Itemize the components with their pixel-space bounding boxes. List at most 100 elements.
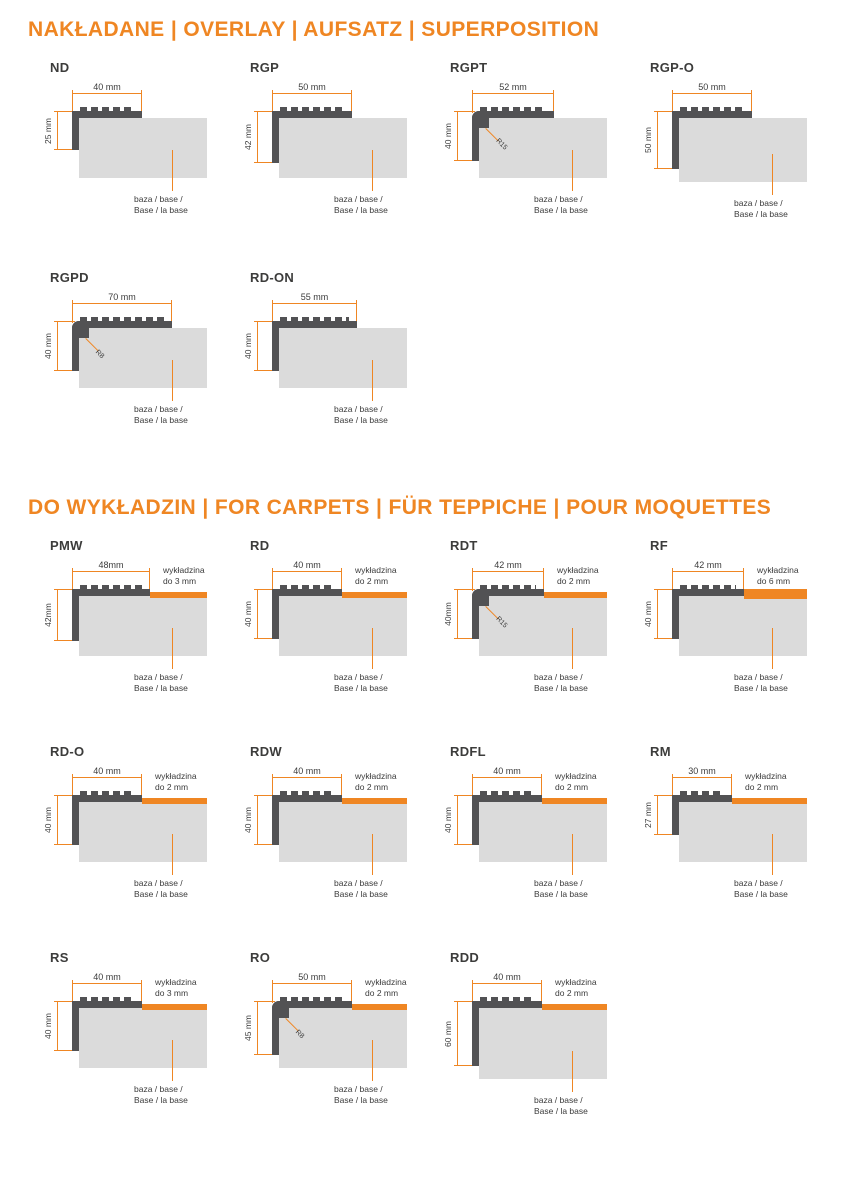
anti-slip-ribs	[480, 585, 536, 589]
width-dimension-line: 52 mm	[472, 82, 554, 113]
carpet-strip	[544, 592, 607, 598]
dimension-tick	[254, 844, 275, 845]
base-note: baza / base / Base / la base	[734, 878, 788, 900]
profile-card: RDT 42 mm 40mm R15 wykładzin	[428, 536, 628, 742]
profile-card: RM 30 mm 27 mm wykładzina d	[628, 742, 828, 948]
base-note: baza / base / Base / la base	[134, 194, 188, 216]
height-dimension-line: 40mm	[443, 589, 475, 639]
height-dimension-label: 40 mm	[43, 333, 53, 359]
height-dimension-label: 40 mm	[643, 601, 653, 627]
profile-vertical-arm	[472, 589, 489, 639]
section-carpets: DO WYKŁADZIN | FOR CARPETS | FÜR TEPPICH…	[28, 496, 838, 1165]
carpet-note: wykładzina do 6 mm	[757, 565, 799, 587]
base-leader-line	[572, 628, 573, 669]
base-leader-line	[172, 628, 173, 669]
dimension-tick	[654, 638, 675, 639]
dimension-tick	[672, 568, 673, 591]
dimension-tick	[149, 568, 150, 591]
profile-card: RF 42 mm 40 mm wykładzina d	[628, 536, 828, 742]
carpet-strip	[542, 1004, 607, 1010]
dimension-tick	[272, 568, 273, 591]
dimension-tick	[171, 300, 172, 323]
height-dimension-label: 40 mm	[243, 601, 253, 627]
width-dimension-label: 42 mm	[694, 560, 722, 570]
profile-top-arm	[472, 107, 554, 118]
dimension-tick	[54, 640, 75, 641]
profile-vertical-arm	[272, 111, 279, 163]
profile-vertical-arm	[272, 589, 279, 639]
anti-slip-ribs	[680, 585, 736, 589]
base-block	[79, 596, 207, 656]
profile-diagram: 50 mm 45 mm R8 wykładzina do 2 mm b	[242, 969, 434, 1144]
width-dimension-label: 40 mm	[293, 560, 321, 570]
profile-name: RGPD	[50, 270, 89, 285]
width-dimension-line: 30 mm	[672, 766, 732, 797]
width-dimension-line: 50 mm	[272, 82, 352, 113]
profile-diagram: 48mm 42mm wykładzina do 3 mm baza	[42, 557, 234, 732]
profile-vertical-arm	[72, 795, 79, 845]
height-dimension-label: 60 mm	[443, 1020, 453, 1047]
base-block	[79, 1008, 207, 1068]
profile-card: RGP 50 mm 42 mm	[228, 58, 428, 268]
profile-card: PMW 48mm 42mm wykładzina do	[28, 536, 228, 742]
profile-top-arm	[672, 107, 752, 118]
carpet-strip	[342, 592, 407, 598]
section-title-carpets: DO WYKŁADZIN | FOR CARPETS | FÜR TEPPICH…	[28, 496, 772, 519]
dimension-tick	[654, 834, 675, 835]
carpet-strip	[342, 798, 407, 804]
section-overlay: NAKŁADANE | OVERLAY | AUFSATZ | SUPERPOS…	[28, 18, 838, 474]
profile-name: RDT	[450, 538, 478, 553]
catalog-page: NAKŁADANE | OVERLAY | AUFSATZ | SUPERPOS…	[28, 18, 838, 1165]
base-leader-line	[772, 628, 773, 669]
dimension-tick	[72, 300, 73, 323]
dimension-tick	[72, 980, 73, 1003]
base-block	[479, 1008, 607, 1079]
profile-card: RS 40 mm 40 mm wykładzina d	[28, 948, 228, 1165]
dimension-tick	[254, 321, 275, 322]
profile-name: RGP-O	[650, 60, 695, 75]
profile-name: RD-ON	[250, 270, 295, 285]
anti-slip-ribs	[280, 585, 334, 589]
dimension-tick	[672, 774, 673, 797]
profile-grid-carpets: PMW 48mm 42mm wykładzina do	[28, 536, 838, 1165]
width-dimension-label: 40 mm	[93, 766, 121, 776]
anti-slip-ribs	[80, 107, 134, 111]
profile-diagram: 50 mm 50 mm baza / base / Base /	[642, 79, 834, 258]
height-dimension-line: 50 mm	[643, 111, 675, 169]
dimension-tick	[454, 160, 475, 161]
height-dimension-label: 50 mm	[643, 127, 653, 153]
profile-vertical-arm	[72, 1001, 79, 1051]
height-dimension-label: 42 mm	[243, 124, 253, 150]
width-dimension-line: 70 mm	[72, 292, 172, 323]
height-dimension-line: 27 mm	[643, 795, 675, 835]
profile-diagram: 40 mm 60 mm wykładzina do 2 mm baz	[442, 969, 634, 1155]
height-dimension-line: 40 mm	[243, 589, 275, 639]
profile-card: RO 50 mm 45 mm R8 wykładzina	[228, 948, 428, 1165]
anti-slip-ribs	[80, 997, 134, 1001]
dimension-tick	[254, 162, 275, 163]
width-dimension-label: 42 mm	[494, 560, 522, 570]
profile-diagram: 40 mm 40 mm wykładzina do 3 mm baz	[42, 969, 234, 1144]
base-block	[279, 596, 407, 656]
profile-vertical-arm	[472, 1001, 479, 1066]
dimension-tick	[272, 300, 273, 323]
width-dimension-line: 42 mm	[472, 560, 544, 591]
height-dimension-line: 42 mm	[243, 111, 275, 163]
carpet-note: wykładzina do 3 mm	[163, 565, 205, 587]
base-note: baza / base / Base / la base	[334, 194, 388, 216]
base-leader-line	[372, 360, 373, 401]
dimension-tick	[454, 111, 475, 112]
width-dimension-label: 30 mm	[688, 766, 716, 776]
dimension-tick	[654, 589, 675, 590]
base-note: baza / base / Base / la base	[334, 878, 388, 900]
height-dimension-label: 40 mm	[43, 1013, 53, 1039]
height-dimension-line: 40 mm	[643, 589, 675, 639]
width-dimension-line: 48mm	[72, 560, 150, 591]
width-dimension-line: 55 mm	[272, 292, 357, 323]
carpet-strip	[732, 798, 807, 804]
height-dimension-line: 40 mm	[243, 321, 275, 371]
height-dimension-label: 25 mm	[43, 117, 53, 144]
dimension-tick	[541, 980, 542, 1003]
width-dimension-label: 52 mm	[499, 82, 527, 92]
height-dimension-line: 40 mm	[43, 321, 75, 371]
